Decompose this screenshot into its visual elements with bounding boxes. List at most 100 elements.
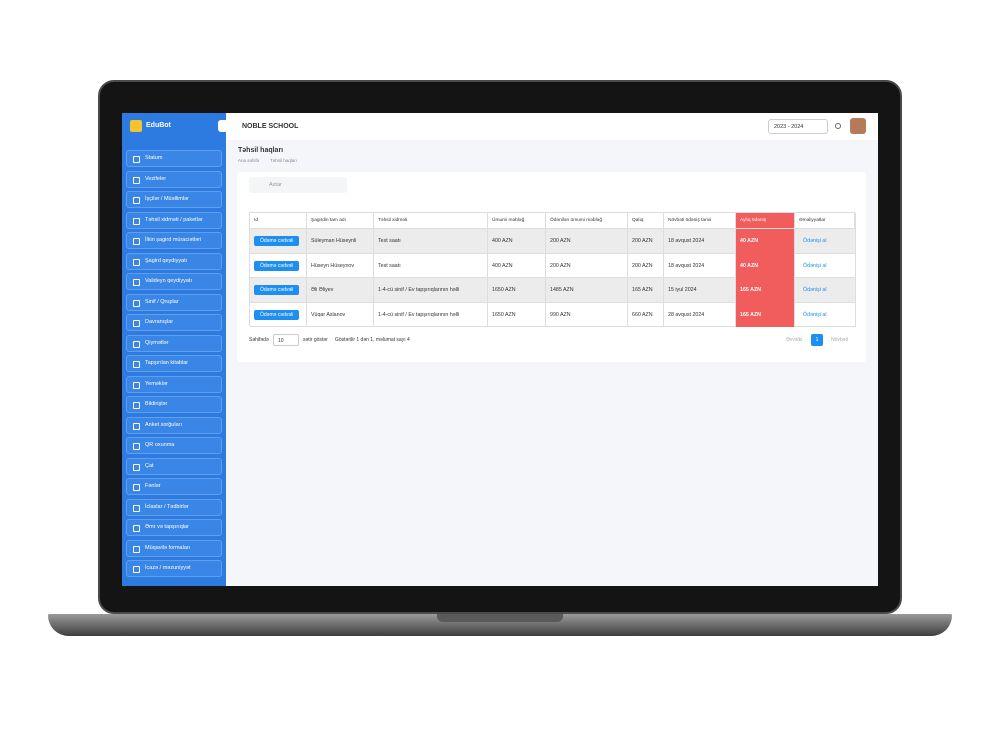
year-select[interactable]: 2023 - 2024 bbox=[768, 119, 828, 134]
table-cell: 1-4-cü sinif / Ev tapşırıqlarının həlli bbox=[374, 278, 488, 303]
table-cell: Ödəmə cədvəli bbox=[250, 229, 307, 254]
menu-item[interactable]: Yeməklər bbox=[126, 375, 222, 393]
table-cell: Ödəmə cədvəli bbox=[250, 278, 307, 303]
column-header: Növbəti ödəniş tarixi bbox=[664, 213, 736, 229]
column-header: Əməliyyatlar bbox=[795, 213, 856, 229]
table-row bbox=[250, 253, 736, 278]
page-title: Təhsil haqları bbox=[238, 147, 284, 154]
schedule-button[interactable]: Ödəmə cədvəli bbox=[254, 236, 300, 247]
school-name: NOBLE SCHOOL bbox=[242, 123, 299, 130]
table-cell: 990 AZN bbox=[546, 302, 628, 327]
column-header: Şagirdin tam adı bbox=[307, 213, 374, 229]
table: Id Şagirdin tam adı Təhsil xidməti Ümumi mə… bbox=[249, 212, 856, 327]
table-cell: 15 iyul 2024 bbox=[664, 278, 736, 303]
pay-button[interactable]: Ödənişi al bbox=[803, 287, 827, 294]
column-header: Ödənilən ümumi məbləğ bbox=[546, 213, 628, 229]
table-cell: Ödəmə cədvəli bbox=[250, 253, 307, 278]
menu-item[interactable]: Davranışlar bbox=[126, 314, 222, 331]
menu-item[interactable]: Qiymətlər bbox=[126, 334, 222, 352]
menu-item[interactable]: Statum bbox=[126, 150, 222, 167]
menu-item[interactable]: Anket sorğuları bbox=[126, 416, 222, 434]
prev-button[interactable]: Əvvəlki bbox=[786, 337, 803, 343]
next-button[interactable]: Növbəti bbox=[831, 337, 848, 343]
laptop-base bbox=[48, 614, 952, 636]
top-bar: NOBLE SCHOOL 2023 - 2024 bbox=[226, 113, 878, 140]
menu-item[interactable]: İşçilər / Müəllimlər bbox=[126, 191, 222, 208]
table-cell: Hüseyn Hüseynov bbox=[307, 253, 374, 278]
menu-item[interactable]: Əmr və tapşırıqlar bbox=[126, 519, 222, 536]
table-cell: 400 AZN bbox=[488, 253, 546, 278]
menu-item[interactable]: Sinif / Qruplar bbox=[126, 293, 222, 311]
breadcrumb: Ana səhifə bbox=[238, 158, 260, 163]
table-cell: Ödəmə cədvəli bbox=[250, 302, 307, 327]
avatar[interactable] bbox=[850, 118, 866, 134]
table-cell: 1485 AZN bbox=[546, 278, 628, 303]
menu-item[interactable]: İclaslar / Tədbirlər bbox=[126, 498, 222, 516]
menu-item[interactable]: QR oxunma bbox=[126, 437, 222, 454]
table-cell: Ödənişi al bbox=[795, 253, 856, 278]
column-header: Id bbox=[250, 213, 307, 229]
per-page-label: Səhifədə bbox=[249, 337, 269, 343]
brand: EduBot bbox=[146, 122, 171, 129]
column-header: Qalıq bbox=[628, 213, 664, 229]
table-cell: 660 AZN bbox=[628, 302, 664, 327]
table-cell: Ödənişi al bbox=[795, 278, 856, 303]
table-cell: Süleyman Hüseynli bbox=[307, 229, 374, 254]
menu-item[interactable]: Vezifeler bbox=[126, 170, 222, 188]
pay-button[interactable]: Ödənişi al bbox=[803, 238, 827, 245]
search[interactable]: Axtar bbox=[249, 177, 347, 193]
column-header: Aylıq ödəniş bbox=[736, 213, 795, 229]
table-cell: 400 AZN bbox=[488, 229, 546, 254]
table-cell: 165 AZN bbox=[736, 302, 795, 327]
menu-item[interactable]: Bildirişlər bbox=[126, 396, 222, 413]
table-row bbox=[250, 278, 736, 303]
table-row bbox=[795, 302, 856, 327]
table-cell: 40 AZN bbox=[736, 229, 795, 254]
table-cell: 18 avqust 2024 bbox=[664, 229, 736, 254]
column-header: Ümumi məbləğ bbox=[488, 213, 546, 229]
monthly-column bbox=[736, 213, 795, 327]
table-cell: Ödənişi al bbox=[795, 229, 856, 254]
table-cell: Test saatı bbox=[374, 229, 488, 254]
table-cell: 200 AZN bbox=[546, 229, 628, 254]
table-row bbox=[795, 253, 856, 278]
page-button[interactable]: 1 bbox=[811, 334, 823, 346]
schedule-button[interactable]: Ödəmə cədvəli bbox=[254, 285, 300, 296]
menu-item[interactable]: Müqavilə formaları bbox=[126, 539, 222, 557]
pay-button[interactable]: Ödənişi al bbox=[803, 311, 827, 318]
year: 2023 - 2024 bbox=[774, 124, 804, 130]
schedule-button[interactable]: Ödəmə cədvəli bbox=[254, 260, 300, 271]
table-row bbox=[250, 302, 736, 327]
table-cell: 28 avqust 2024 bbox=[664, 302, 736, 327]
column-header: Təhsil xidməti bbox=[374, 213, 488, 229]
summary: Göstərilir 1 dən 1, məlumat sayı 4 bbox=[335, 337, 410, 343]
laptop-notch bbox=[437, 614, 563, 622]
menu-item[interactable]: İlkin şagird müraciətləri bbox=[126, 232, 222, 249]
schedule-button[interactable]: Ödəmə cədvəli bbox=[254, 309, 300, 320]
table-cell: 1-4-cü sinif / Ev tapşırıqlarının həlli bbox=[374, 302, 488, 327]
menu-item[interactable]: Tapşırılan kitablar bbox=[126, 355, 222, 372]
collapse-button[interactable] bbox=[218, 120, 228, 132]
menu-item[interactable]: İcazə / məzuniyyət bbox=[126, 560, 222, 577]
per-page-select[interactable]: 10 bbox=[273, 334, 299, 346]
table-cell: 40 AZN bbox=[736, 253, 795, 278]
table-cell: Test saatı bbox=[374, 253, 488, 278]
table-cell: 165 AZN bbox=[736, 278, 795, 303]
table-cell: 200 AZN bbox=[546, 253, 628, 278]
pay-button[interactable]: Ödənişi al bbox=[803, 262, 827, 269]
menu-item[interactable]: Çat bbox=[126, 457, 222, 475]
menu-item[interactable]: Təhsil xidməti / paketlər bbox=[126, 211, 222, 229]
menu-item[interactable]: Fənlər bbox=[126, 478, 222, 495]
table-cell: Əli Əliyev bbox=[307, 278, 374, 303]
card: Axtar Id Şagirdin tam adı Təhsil xidməti Üm… bbox=[237, 172, 866, 362]
per-page: 10 bbox=[278, 338, 284, 344]
theme-toggle[interactable] bbox=[835, 123, 841, 129]
sidebar: EduBot Statum Vezifeler İşçilər / Müəlliml… bbox=[122, 113, 228, 586]
menu-item[interactable]: Valideyn qeydiyyatı bbox=[126, 273, 222, 290]
logo-icon bbox=[130, 120, 142, 132]
screen: EduBot Statum Vezifeler İşçilər / Müəlliml… bbox=[122, 113, 878, 586]
table-row bbox=[250, 229, 736, 254]
menu-item[interactable]: Şagird qeydiyyatı bbox=[126, 252, 222, 270]
rows-label: sətir göstər bbox=[303, 337, 328, 343]
table-row bbox=[795, 278, 856, 303]
